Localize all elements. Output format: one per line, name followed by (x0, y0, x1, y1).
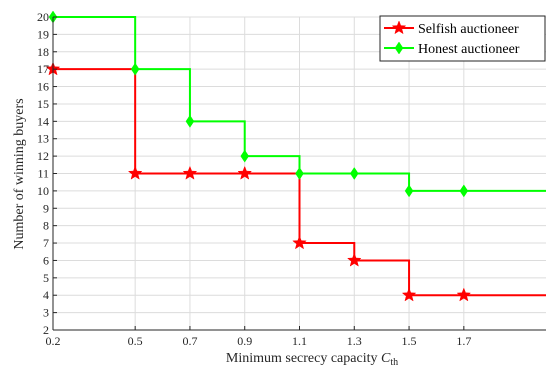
x-tick-label: 1.5 (402, 334, 417, 348)
y-tick-label: 4 (43, 288, 49, 302)
legend-marker-star (391, 20, 407, 35)
data-point-star (456, 287, 472, 302)
data-point-star (182, 165, 198, 180)
axes (52, 16, 546, 331)
y-tick-label: 2 (43, 323, 49, 337)
y-tick-label: 6 (43, 253, 49, 267)
y-tick-label: 7 (43, 236, 49, 250)
x-tick-label: 1.7 (456, 334, 471, 348)
legend: Selfish auctioneer Honest auctioneer (379, 15, 546, 62)
y-tick-label: 8 (43, 219, 49, 233)
data-point-diamond (130, 62, 140, 76)
legend-box (379, 15, 546, 62)
x-axis-subscript: th (390, 357, 398, 367)
y-tick-label: 15 (37, 97, 49, 111)
legend-label: Selfish auctioneer (418, 22, 519, 37)
y-tick-label: 16 (37, 80, 49, 94)
data-point-diamond (404, 184, 414, 198)
x-tick-label: 0.2 (46, 334, 61, 348)
data-point-star (346, 252, 362, 267)
y-tick-label: 20 (37, 10, 49, 24)
x-axis-symbol: C (381, 351, 391, 366)
y-tick-label: 13 (37, 132, 49, 146)
data-point-diamond (295, 167, 304, 180)
data-point-diamond (240, 149, 250, 163)
data-point-diamond (349, 167, 359, 180)
x-tick-label: 1.3 (347, 334, 362, 348)
data-point-star (237, 165, 253, 180)
data-point-star (292, 235, 307, 250)
legend-marker-diamond (394, 41, 404, 55)
x-tick-label: 0.9 (237, 334, 252, 348)
legend-label: Honest auctioneer (418, 42, 520, 57)
y-tick-label: 14 (37, 114, 49, 128)
y-axis-label: Number of winning buyers (12, 98, 27, 249)
x-axis-label-text: Minimum secrecy capacity (226, 351, 378, 366)
x-tick-label: 0.5 (128, 334, 143, 348)
data-point-diamond (185, 114, 195, 128)
x-tick-labels: 0.2 0.5 0.7 0.9 1.1 1.3 1.5 1.7 (46, 334, 472, 348)
y-tick-label: 11 (37, 167, 49, 181)
data-point-star (401, 287, 417, 302)
y-tick-labels: 2 3 4 5 6 7 8 9 10 11 12 13 14 15 16 17 18 19 20 (37, 10, 49, 337)
y-tick-label: 18 (37, 45, 49, 59)
x-tick-label: 0.7 (182, 334, 197, 348)
x-tick-label: 1.1 (292, 334, 307, 348)
y-tick-label: 5 (43, 271, 49, 285)
y-tick-label: 17 (37, 62, 49, 76)
y-tick-label: 19 (37, 27, 49, 41)
y-tick-label: 3 (43, 306, 49, 320)
data-point-diamond (459, 184, 469, 198)
y-tick-label: 10 (37, 184, 49, 198)
x-axis-label: Minimum secrecy capacity Cth (226, 351, 398, 367)
y-tick-label: 12 (37, 149, 49, 163)
y-tick-label: 9 (43, 201, 49, 215)
data-point-star (127, 165, 143, 180)
